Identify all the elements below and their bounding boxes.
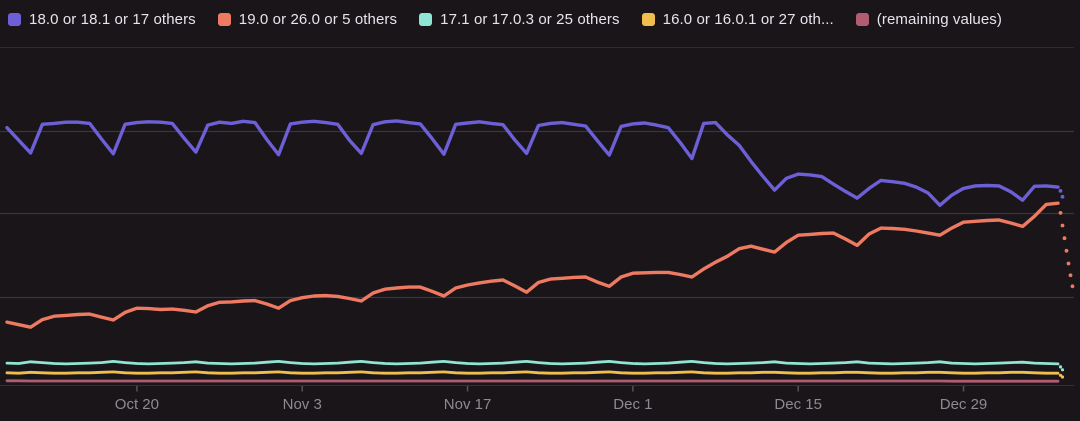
legend-item-remaining[interactable]: (remaining values) bbox=[855, 11, 1002, 28]
projected-dot-series-1 bbox=[1068, 273, 1073, 278]
projected-dot-series-1 bbox=[1062, 236, 1067, 241]
projected-dot-series-2 bbox=[1058, 365, 1063, 369]
legend-label: 18.0 or 18.1 or 17 others bbox=[29, 11, 196, 28]
projected-dot-series-1 bbox=[1064, 248, 1069, 253]
x-tick-label: Dec 1 bbox=[613, 396, 652, 413]
legend-swatch-orange-icon bbox=[217, 13, 231, 26]
series-line-0 bbox=[5, 119, 1060, 207]
projected-dot-series-0 bbox=[1060, 194, 1065, 199]
x-tick-label: Nov 3 bbox=[283, 396, 322, 413]
legend-swatch-mauve-icon bbox=[855, 13, 869, 26]
x-tick-label: Dec 29 bbox=[940, 396, 988, 413]
legend-swatch-purple-icon bbox=[8, 13, 21, 26]
projected-dot-series-1 bbox=[1070, 284, 1075, 289]
legend-label: 16.0 or 16.0.1 or 27 oth... bbox=[662, 11, 834, 28]
legend-label: 17.1 or 17.0.3 or 25 others bbox=[440, 11, 620, 28]
legend-item-19x[interactable]: 19.0 or 26.0 or 5 others bbox=[217, 11, 398, 28]
x-tick-label: Nov 17 bbox=[444, 396, 492, 413]
legend-item-17x[interactable]: 17.1 or 17.0.3 or 25 others bbox=[419, 11, 620, 28]
x-tick-label: Oct 20 bbox=[115, 396, 159, 413]
legend-swatch-yellow-icon bbox=[641, 13, 655, 26]
projected-dot-series-3 bbox=[1060, 375, 1065, 379]
projected-dot-series-0 bbox=[1058, 189, 1063, 193]
legend-label: 19.0 or 26.0 or 5 others bbox=[238, 11, 398, 28]
projected-dot-series-1 bbox=[1066, 261, 1071, 266]
series-line-1 bbox=[5, 201, 1060, 329]
series-line-2 bbox=[5, 360, 1060, 366]
legend-item-18x[interactable]: 18.0 or 18.1 or 17 others bbox=[8, 11, 196, 28]
projected-dot-series-2 bbox=[1060, 368, 1065, 372]
legend-item-16x[interactable]: 16.0 or 16.0.1 or 27 oth... bbox=[641, 11, 834, 28]
series-line-3 bbox=[5, 370, 1060, 375]
projected-dot-series-1 bbox=[1060, 223, 1065, 228]
projected-dot-series-1 bbox=[1058, 211, 1063, 215]
legend-label: (remaining values) bbox=[876, 11, 1002, 28]
legend-swatch-teal-icon bbox=[419, 13, 433, 26]
x-tick-label: Dec 15 bbox=[774, 396, 822, 413]
chart-legend: 18.0 or 18.1 or 17 others 19.0 or 26.0 o… bbox=[8, 11, 1072, 28]
